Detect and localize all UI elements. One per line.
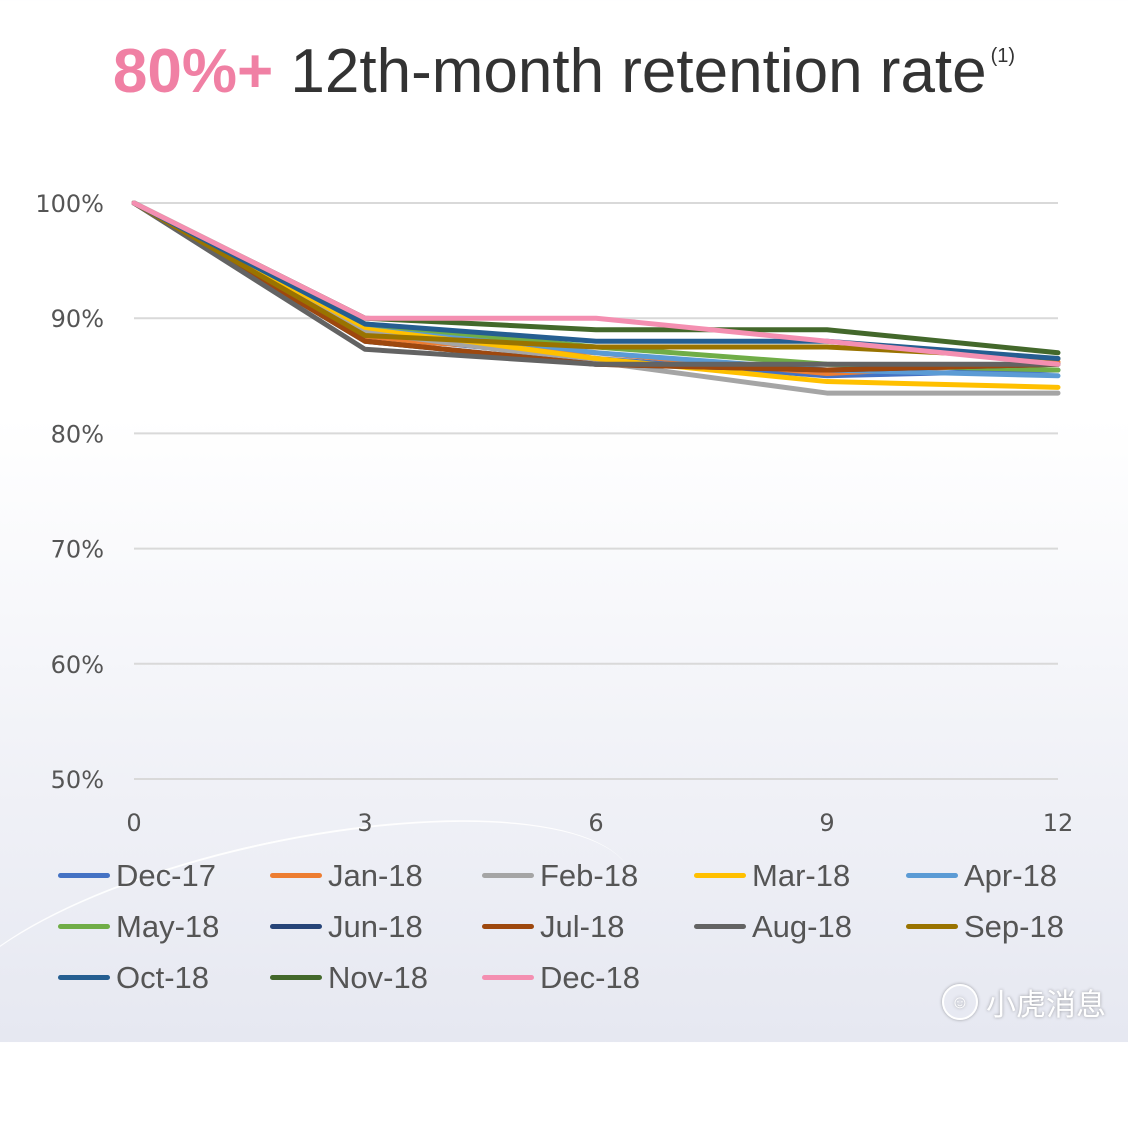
legend-item-jul-18: Jul-18 [482,903,694,950]
legend-label: Sep-18 [964,908,1064,944]
title-accent: 80%+ [112,37,274,106]
x-tick-label: 3 [357,809,372,837]
y-tick-label: 50% [51,766,104,794]
legend-label: May-18 [116,908,220,944]
legend-swatch [694,924,746,929]
legend-swatch [906,924,958,929]
legend-label: Dec-17 [116,857,216,893]
legend-label: Feb-18 [540,857,639,893]
legend-label: Nov-18 [328,959,428,995]
x-tick-label: 0 [126,809,141,837]
legend-item-jun-18: Jun-18 [270,903,482,950]
legend-label: Apr-18 [964,857,1058,893]
y-axis-ticks: 50% 60% 70% 80% 90% 100% [35,190,104,794]
legend-swatch [270,924,322,929]
legend-label: Oct-18 [116,959,210,995]
legend-label: Dec-18 [540,959,640,995]
y-tick-label: 100% [35,190,104,218]
series-line-aug-18 [131,200,1061,367]
legend-item-oct-18: Oct-18 [58,954,270,1001]
legend-item-apr-18: Apr-18 [906,852,1118,899]
legend-item-sep-18: Sep-18 [906,903,1118,950]
legend-swatch [270,873,322,878]
legend-swatch [58,924,110,929]
watermark-text: 小虎消息 [986,989,1106,1022]
legend-label: Jun-18 [328,908,423,944]
title-main: 12th-month retention rate [273,37,987,106]
series-line-mar-18 [131,200,1061,390]
y-tick-label: 90% [51,305,104,333]
tiger-head-icon: ☺ [942,984,978,1020]
legend-item-dec-17: Dec-17 [58,852,270,899]
gridlines [134,202,1058,780]
x-tick-label: 6 [588,809,603,837]
y-tick-label: 80% [51,420,104,448]
legend-swatch [482,975,534,980]
x-tick-label: 9 [819,809,834,837]
legend-item-feb-18: Feb-18 [482,852,694,899]
legend-label: Aug-18 [752,908,852,944]
series-line-dec-18 [131,200,1061,367]
title-footnote: (1) [990,45,1016,67]
chart-title: 80%+ 12th-month retention rate (1) [0,36,1128,107]
legend-item-may-18: May-18 [58,903,270,950]
legend-swatch [906,873,958,878]
y-tick-label: 60% [51,651,104,679]
legend-swatch [482,873,534,878]
legend-item-jan-18: Jan-18 [270,852,482,899]
retention-line-chart: 50% 60% 70% 80% 90% 100% 0 3 6 9 12 [35,190,1073,837]
legend-item-aug-18: Aug-18 [694,903,906,950]
watermark: ☺ 小虎消息 [942,980,1106,1024]
legend-item-dec-18: Dec-18 [482,954,694,1001]
y-tick-label: 70% [51,536,104,564]
chart-legend: Dec-17 Jan-18 Feb-18 Mar-18 Apr-18 May-18 Jun-… [58,852,1118,1001]
legend-swatch [58,975,110,980]
legend-swatch [270,975,322,980]
legend-swatch [482,924,534,929]
legend-label: Jan-18 [328,857,423,893]
x-tick-label: 12 [1043,809,1074,837]
series-lines [131,200,1061,396]
series-line-sep-18 [131,200,1061,362]
legend-item-mar-18: Mar-18 [694,852,906,899]
legend-label: Jul-18 [540,908,625,944]
x-axis-ticks: 0 3 6 9 12 [126,809,1073,837]
legend-swatch [58,873,110,878]
legend-swatch [694,873,746,878]
legend-item-nov-18: Nov-18 [270,954,482,1001]
legend-label: Mar-18 [752,857,851,893]
